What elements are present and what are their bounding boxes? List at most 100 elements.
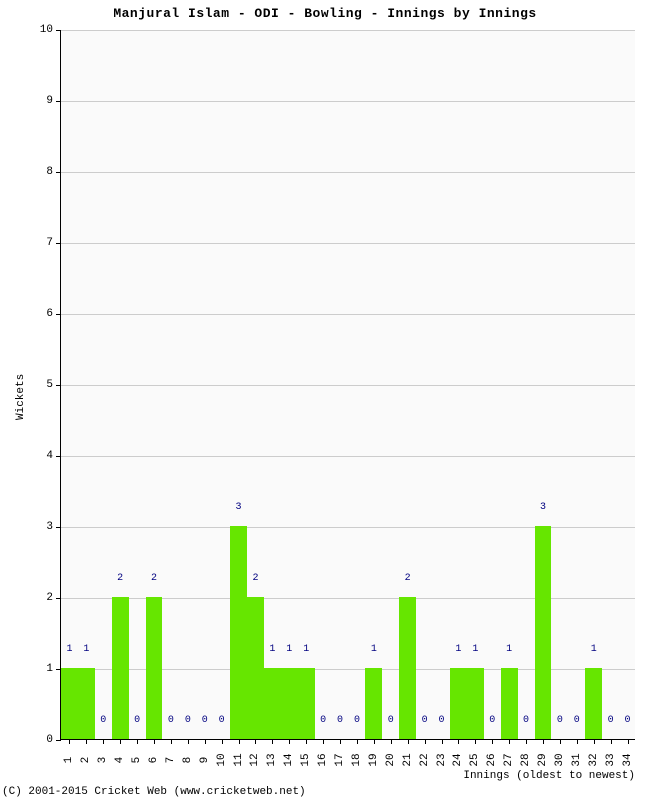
copyright-text: (C) 2001-2015 Cricket Web (www.cricketwe… [2, 786, 306, 798]
xtick-mark [611, 739, 612, 744]
bar-value-label: 0 [625, 715, 631, 726]
y-axis-label: Wickets [15, 374, 27, 420]
xtick-mark [509, 739, 510, 744]
xtick-mark [306, 739, 307, 744]
ytick-label: 0 [33, 734, 53, 746]
bar-value-label: 0 [134, 715, 140, 726]
xtick-label: 9 [199, 750, 211, 770]
bar [61, 668, 78, 739]
bar [247, 597, 264, 739]
xtick-label: 26 [486, 750, 498, 770]
ytick-mark [56, 598, 61, 599]
xtick-label: 12 [249, 750, 261, 770]
bar-value-label: 0 [608, 715, 614, 726]
ytick-mark [56, 740, 61, 741]
bar [78, 668, 95, 739]
bar [450, 668, 467, 739]
bar [146, 597, 163, 739]
xtick-mark [425, 739, 426, 744]
xtick-mark [272, 739, 273, 744]
xtick-label: 28 [520, 750, 532, 770]
xtick-label: 15 [300, 750, 312, 770]
ytick-mark [56, 456, 61, 457]
xtick-label: 2 [80, 750, 92, 770]
ytick-label: 4 [33, 450, 53, 462]
xtick-mark [188, 739, 189, 744]
bar-value-label: 0 [523, 715, 529, 726]
bar [399, 597, 416, 739]
xtick-label: 7 [165, 750, 177, 770]
bar-value-label: 0 [422, 715, 428, 726]
bar-value-label: 1 [66, 644, 72, 655]
xtick-mark [86, 739, 87, 744]
xtick-label: 21 [402, 750, 414, 770]
ytick-mark [56, 243, 61, 244]
xtick-label: 31 [571, 750, 583, 770]
xtick-mark [154, 739, 155, 744]
xtick-label: 8 [182, 750, 194, 770]
bar-value-label: 1 [371, 644, 377, 655]
bar-value-label: 1 [506, 644, 512, 655]
xtick-mark [594, 739, 595, 744]
xtick-mark [323, 739, 324, 744]
bar-value-label: 2 [151, 573, 157, 584]
xtick-label: 19 [368, 750, 380, 770]
gridline [61, 314, 635, 315]
bar-value-label: 2 [117, 573, 123, 584]
xtick-label: 23 [436, 750, 448, 770]
bar-value-label: 3 [236, 502, 242, 513]
bar-value-label: 0 [202, 715, 208, 726]
bar-value-label: 1 [303, 644, 309, 655]
ytick-label: 8 [33, 166, 53, 178]
bar-value-label: 3 [540, 502, 546, 513]
bar [281, 668, 298, 739]
xtick-mark [69, 739, 70, 744]
xtick-mark [458, 739, 459, 744]
xtick-label: 13 [266, 750, 278, 770]
bar [365, 668, 382, 739]
xtick-mark [357, 739, 358, 744]
xtick-mark [374, 739, 375, 744]
bar-value-label: 1 [269, 644, 275, 655]
xtick-label: 1 [63, 750, 75, 770]
bar [585, 668, 602, 739]
ytick-mark [56, 527, 61, 528]
xtick-label: 11 [233, 750, 245, 770]
ytick-label: 3 [33, 521, 53, 533]
xtick-mark [442, 739, 443, 744]
xtick-mark [628, 739, 629, 744]
bar [298, 668, 315, 739]
xtick-mark [340, 739, 341, 744]
xtick-label: 27 [503, 750, 515, 770]
bar [112, 597, 129, 739]
xtick-mark [239, 739, 240, 744]
ytick-mark [56, 101, 61, 102]
xtick-mark [577, 739, 578, 744]
xtick-mark [255, 739, 256, 744]
xtick-label: 5 [131, 750, 143, 770]
gridline [61, 385, 635, 386]
ytick-label: 1 [33, 663, 53, 675]
xtick-mark [103, 739, 104, 744]
bar-value-label: 0 [354, 715, 360, 726]
ytick-mark [56, 30, 61, 31]
xtick-label: 30 [554, 750, 566, 770]
bar-value-label: 1 [83, 644, 89, 655]
xtick-mark [391, 739, 392, 744]
bar-value-label: 0 [320, 715, 326, 726]
chart-title: Manjural Islam - ODI - Bowling - Innings… [0, 6, 650, 21]
bar-value-label: 1 [455, 644, 461, 655]
bar [230, 526, 247, 739]
bar-value-label: 0 [388, 715, 394, 726]
x-axis-label: Innings (oldest to newest) [463, 770, 635, 782]
xtick-mark [137, 739, 138, 744]
bar-value-label: 2 [405, 573, 411, 584]
ytick-label: 6 [33, 308, 53, 320]
xtick-mark [171, 739, 172, 744]
ytick-label: 7 [33, 237, 53, 249]
xtick-mark [492, 739, 493, 744]
xtick-mark [408, 739, 409, 744]
bar-value-label: 0 [438, 715, 444, 726]
xtick-mark [120, 739, 121, 744]
xtick-label: 34 [622, 750, 634, 770]
